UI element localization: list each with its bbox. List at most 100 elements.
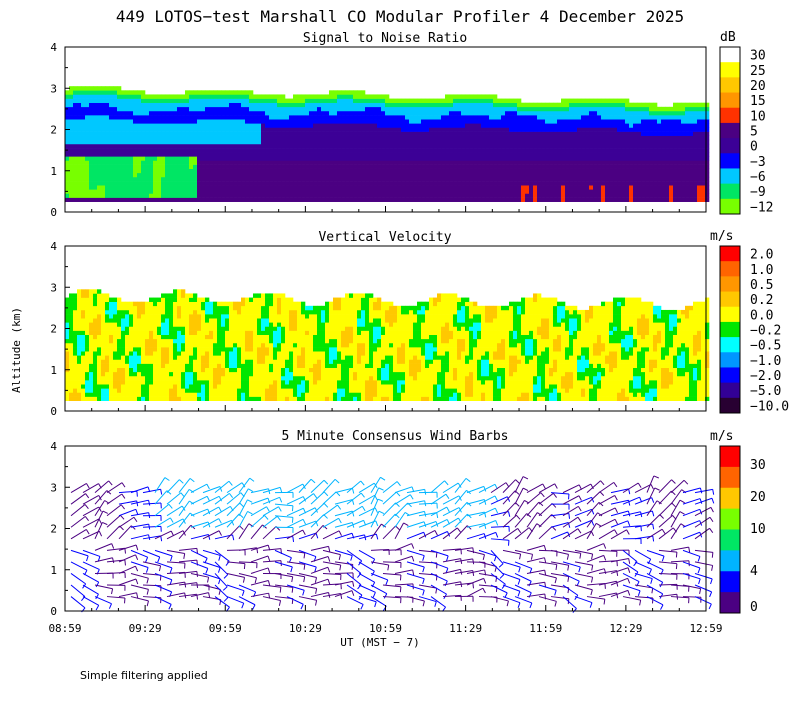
- snr-cell: [689, 189, 693, 193]
- snr-cell: [345, 165, 349, 169]
- snr-cell: [601, 148, 605, 152]
- snr-cell: [521, 111, 525, 115]
- snr-cell: [173, 144, 177, 148]
- snr-cell: [333, 156, 337, 160]
- snr-cell: [257, 144, 261, 148]
- snr-cell: [405, 173, 409, 177]
- snr-cell: [589, 103, 593, 107]
- snr-cell: [585, 148, 589, 152]
- snr-cell: [129, 160, 133, 164]
- vv-cell: [145, 355, 149, 359]
- snr-cell: [173, 136, 177, 140]
- snr-cell: [541, 185, 545, 189]
- snr-cell: [137, 177, 141, 181]
- snr-cell: [701, 160, 705, 164]
- snr-cell: [549, 111, 553, 115]
- snr-cell: [177, 107, 181, 111]
- snr-cell: [177, 115, 181, 119]
- snr-cell: [105, 86, 109, 90]
- snr-cell: [641, 115, 645, 119]
- snr-cell: [269, 173, 273, 177]
- vv-cell: [125, 368, 129, 372]
- vv-cell: [165, 331, 169, 335]
- snr-cell: [217, 198, 221, 202]
- snr-cell: [93, 181, 97, 185]
- vv-cell: [109, 364, 113, 368]
- vv-cell: [65, 364, 69, 368]
- snr-cell: [409, 99, 413, 103]
- vv-cell: [85, 331, 89, 335]
- snr-cell: [137, 144, 141, 148]
- vv-cell: [69, 335, 73, 339]
- snr-cell: [85, 136, 89, 140]
- snr-cell: [213, 181, 217, 185]
- snr-cell: [429, 156, 433, 160]
- snr-cell: [149, 169, 153, 173]
- snr-cell: [669, 177, 673, 181]
- snr-cell: [573, 189, 577, 193]
- snr-cell: [409, 177, 413, 181]
- vv-cell: [161, 335, 165, 339]
- snr-cell: [609, 181, 613, 185]
- vv-cell: [125, 343, 129, 347]
- vv-cell: [177, 343, 181, 347]
- snr-cell: [253, 185, 257, 189]
- snr-cell: [221, 111, 225, 115]
- snr-cell: [329, 111, 333, 115]
- snr-cell: [289, 156, 293, 160]
- snr-cell: [485, 119, 489, 123]
- snr-cell: [225, 156, 229, 160]
- snr-cell: [125, 127, 129, 131]
- snr-cell: [441, 103, 445, 107]
- snr-cell: [517, 103, 521, 107]
- snr-cell: [209, 193, 213, 197]
- snr-cell: [453, 115, 457, 119]
- snr-cell: [517, 123, 521, 127]
- snr-cell: [657, 185, 661, 189]
- snr-cell: [553, 198, 557, 202]
- snr-cell: [189, 103, 193, 107]
- snr-cell: [589, 173, 593, 177]
- snr-cell: [177, 198, 181, 202]
- snr-cell: [369, 148, 373, 152]
- vv-cell: [133, 310, 137, 314]
- snr-cell: [389, 111, 393, 115]
- vv-cell: [153, 314, 157, 318]
- snr-cell: [261, 156, 265, 160]
- vv-cell: [165, 368, 169, 372]
- vv-cell: [173, 364, 177, 368]
- snr-cell: [545, 169, 549, 173]
- snr-cell: [565, 119, 569, 123]
- snr-cell: [425, 165, 429, 169]
- snr-cell: [65, 115, 69, 119]
- snr-cell: [133, 103, 137, 107]
- vv-cell: [69, 298, 73, 302]
- snr-cell: [425, 99, 429, 103]
- snr-cell: [597, 99, 601, 103]
- snr-cell: [325, 140, 329, 144]
- snr-cell: [141, 181, 145, 185]
- snr-cell: [69, 119, 73, 123]
- snr-cell: [397, 127, 401, 131]
- snr-cell: [217, 193, 221, 197]
- snr-cell: [593, 107, 597, 111]
- snr-cell: [85, 144, 89, 148]
- snr-cell: [245, 132, 249, 136]
- snr-cell: [545, 144, 549, 148]
- snr-cell: [217, 144, 221, 148]
- vv-cell: [165, 302, 169, 306]
- snr-cell: [633, 169, 637, 173]
- snr-cell: [521, 103, 525, 107]
- snr-cell: [125, 99, 129, 103]
- snr-cell: [217, 111, 221, 115]
- snr-cell: [661, 165, 665, 169]
- snr-cell: [145, 173, 149, 177]
- vv-cell: [81, 331, 85, 335]
- snr-cell: [609, 189, 613, 193]
- snr-cell: [357, 181, 361, 185]
- snr-cell: [293, 177, 297, 181]
- snr-cell: [501, 193, 505, 197]
- snr-cell: [261, 127, 265, 131]
- snr-cell: [677, 111, 681, 115]
- vv-cell: [97, 322, 101, 326]
